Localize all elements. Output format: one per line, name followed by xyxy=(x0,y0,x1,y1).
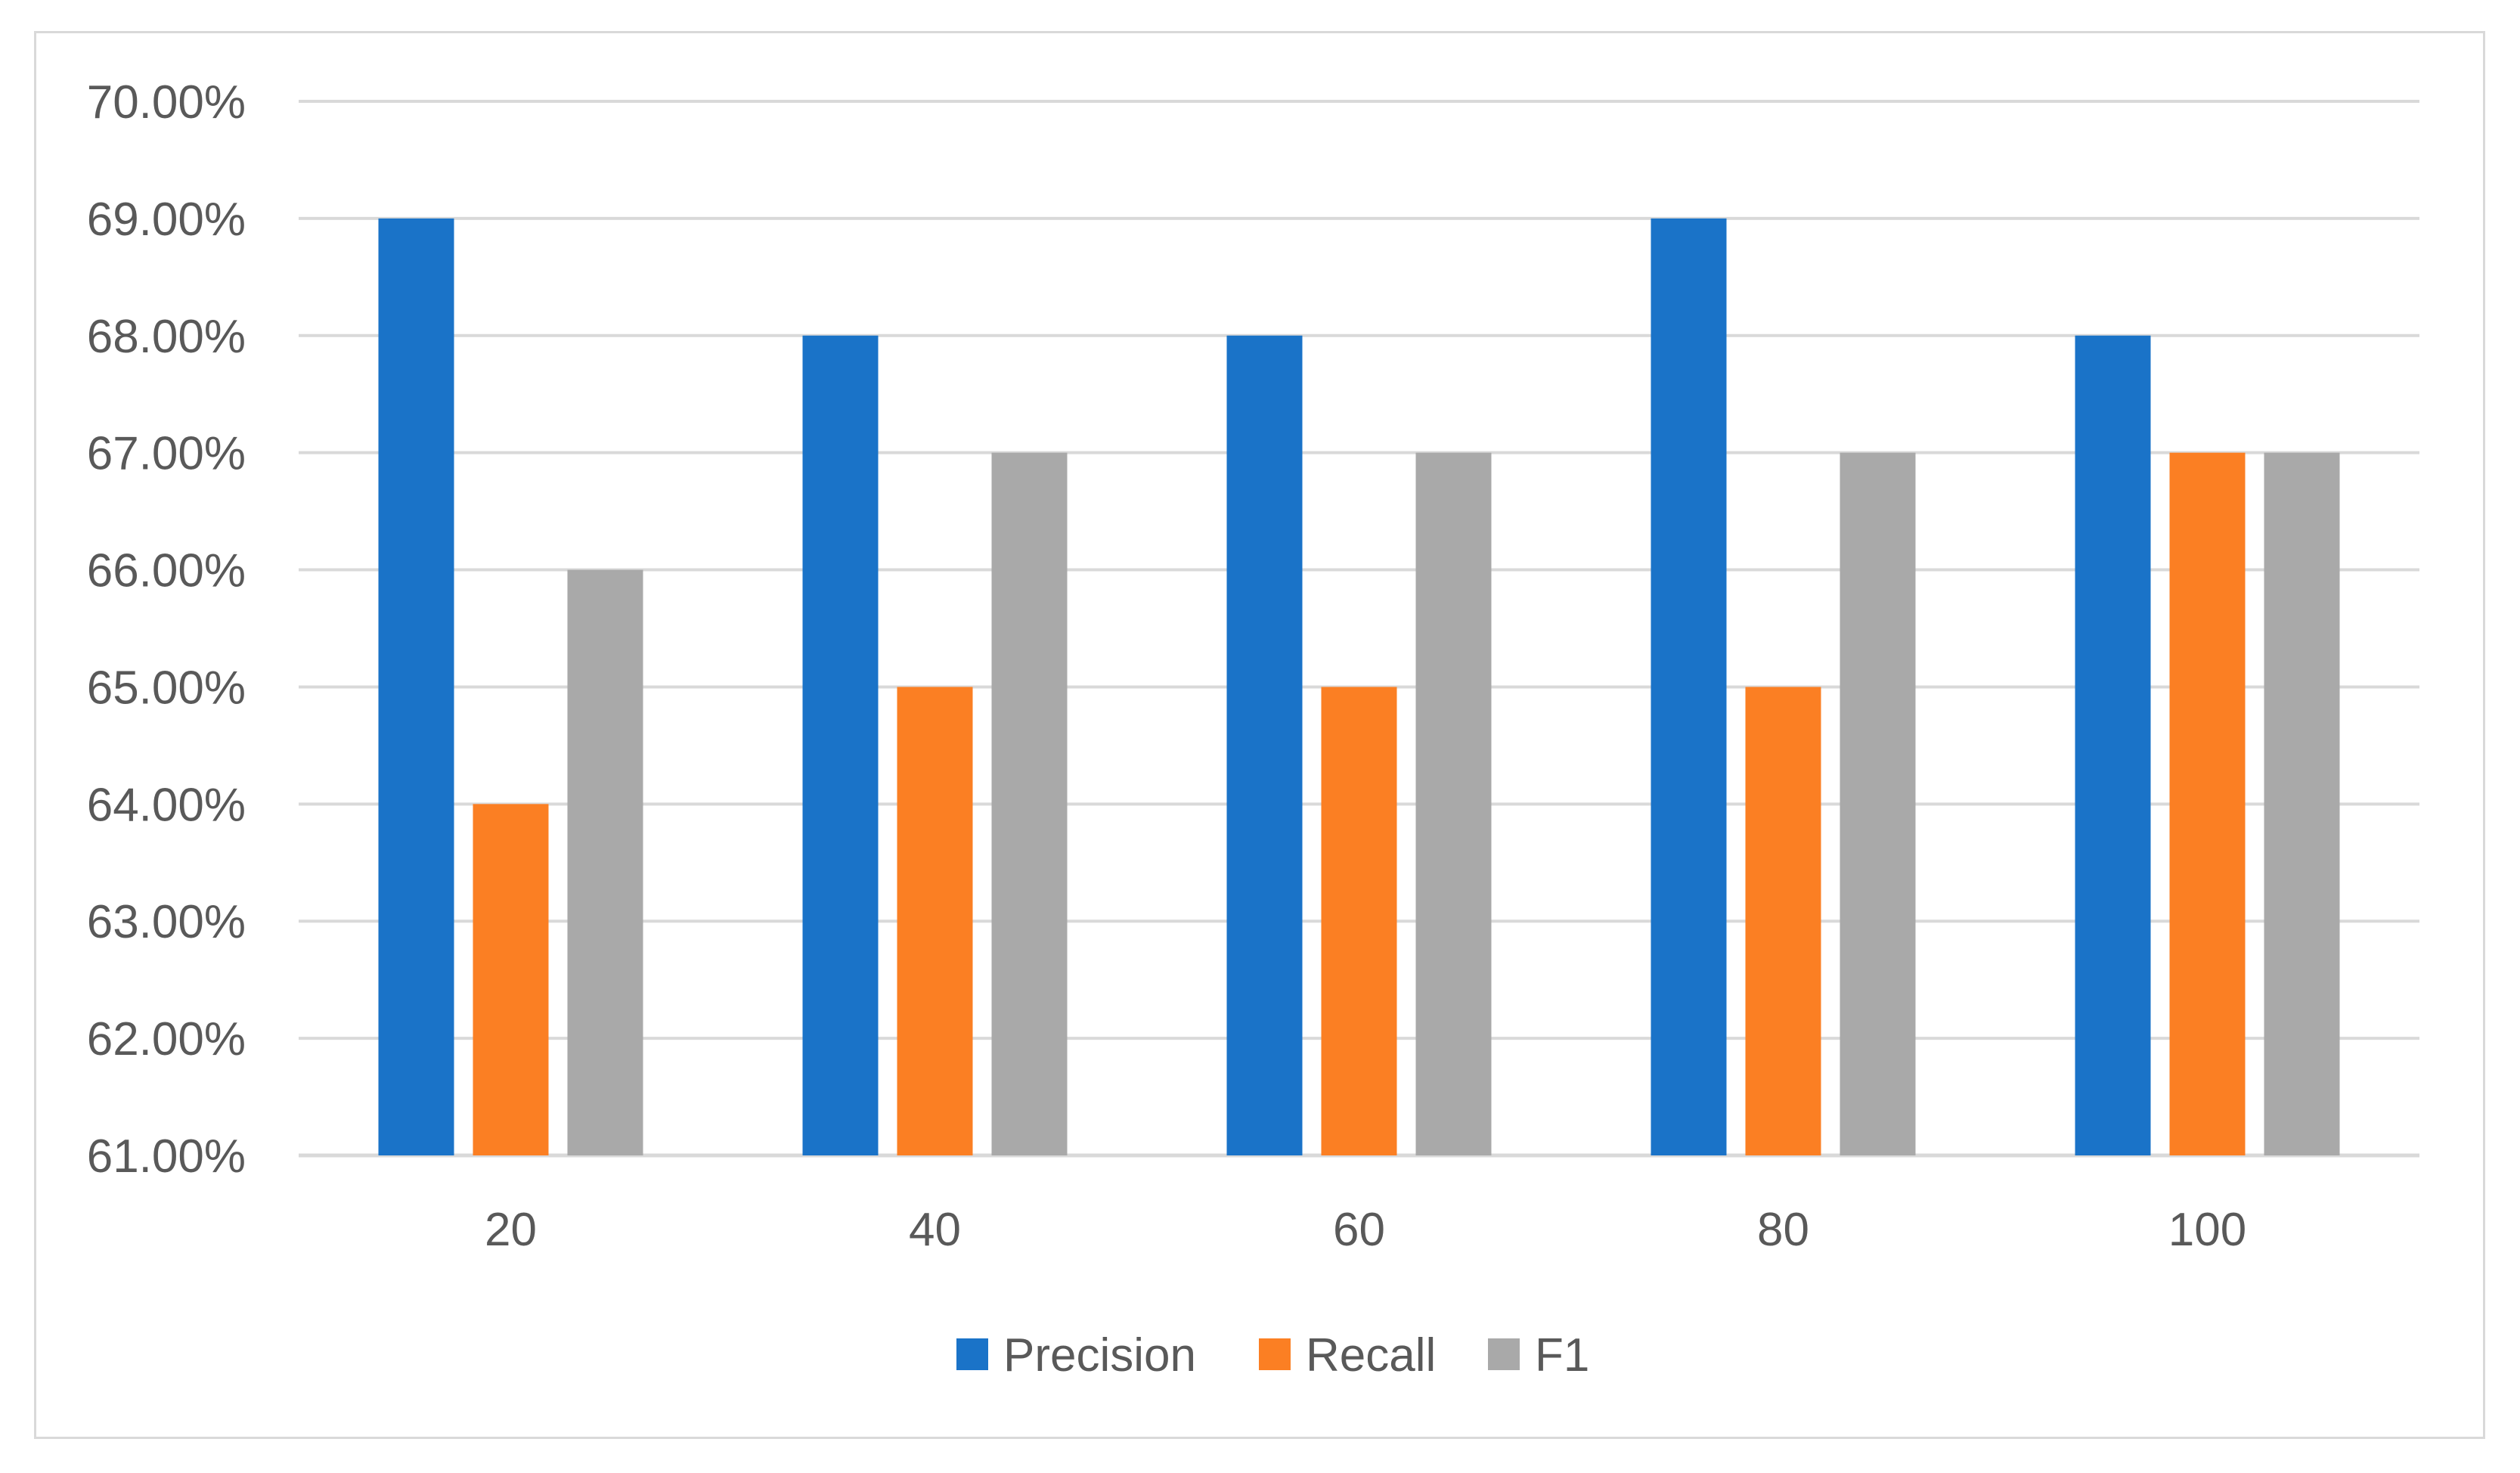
bar-f1-60 xyxy=(1415,452,1492,1155)
bar-recall-100 xyxy=(2169,452,2246,1155)
bar-recall-60 xyxy=(1321,687,1397,1155)
bar-recall-40 xyxy=(897,687,973,1155)
y-tick-label: 69.00% xyxy=(87,194,246,246)
bar-recall-20 xyxy=(473,804,549,1155)
y-tick-label: 68.00% xyxy=(87,311,246,363)
bar-recall-80 xyxy=(1745,687,1821,1155)
x-axis: 20 40 60 80 100 xyxy=(485,1204,2246,1256)
bar-precision-20 xyxy=(378,218,454,1155)
x-tick-label: 100 xyxy=(2168,1204,2246,1256)
y-tick-label: 67.00% xyxy=(87,428,246,480)
y-tick-label: 63.00% xyxy=(87,896,246,948)
bar-f1-80 xyxy=(1840,452,1916,1155)
bar-precision-40 xyxy=(802,335,879,1155)
x-tick-label: 80 xyxy=(1757,1204,1809,1256)
bar-precision-60 xyxy=(1226,335,1303,1155)
x-tick-label: 40 xyxy=(909,1204,961,1256)
legend-label-recall: Recall xyxy=(1306,1329,1436,1382)
bar-f1-20 xyxy=(567,569,643,1155)
y-tick-label: 62.00% xyxy=(87,1013,246,1065)
bar-precision-80 xyxy=(1651,218,1727,1155)
bar-f1-100 xyxy=(2264,452,2340,1155)
legend-swatch-f1 xyxy=(1488,1338,1520,1370)
bar-precision-100 xyxy=(2075,335,2151,1155)
y-tick-label: 66.00% xyxy=(87,545,246,597)
y-tick-label: 65.00% xyxy=(87,662,246,714)
y-tick-label: 70.00% xyxy=(87,76,246,129)
x-tick-label: 20 xyxy=(485,1204,537,1256)
y-tick-label: 64.00% xyxy=(87,779,246,831)
legend-label-f1: F1 xyxy=(1535,1329,1589,1382)
bars xyxy=(378,218,2340,1155)
bar-f1-40 xyxy=(991,452,1068,1155)
legend-label-precision: Precision xyxy=(1003,1329,1196,1382)
legend-swatch-precision xyxy=(956,1338,988,1370)
legend-swatch-recall xyxy=(1259,1338,1291,1370)
y-axis: 61.00% 62.00% 63.00% 64.00% 65.00% 66.00% 67.0… xyxy=(87,76,246,1183)
y-tick-label: 61.00% xyxy=(87,1130,246,1183)
gridlines xyxy=(299,100,2419,1158)
x-tick-label: 60 xyxy=(1333,1204,1385,1256)
legend: Precision Recall F1 xyxy=(956,1329,1589,1382)
